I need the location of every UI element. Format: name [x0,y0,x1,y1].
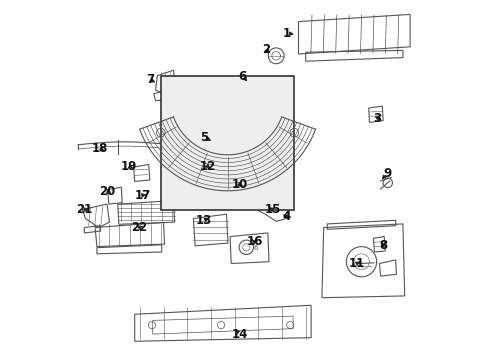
Text: 7: 7 [146,73,154,86]
Text: 2: 2 [262,43,269,56]
Text: 6: 6 [253,246,258,251]
Text: 19: 19 [120,160,137,173]
Text: 1: 1 [283,27,290,40]
Text: 18: 18 [91,142,108,155]
Text: 12: 12 [199,160,216,173]
Text: 4: 4 [282,210,290,223]
Text: 14: 14 [231,328,248,341]
Text: 21: 21 [76,203,92,216]
Text: 20: 20 [99,185,115,198]
Text: 3: 3 [373,112,381,125]
Text: 10: 10 [231,178,247,191]
Text: 16: 16 [246,235,262,248]
Text: 6: 6 [238,70,246,83]
Bar [161,76,294,210]
Text: 5: 5 [200,131,208,144]
Text: 22: 22 [131,221,147,234]
Text: 8: 8 [379,239,387,252]
Text: 9: 9 [382,167,390,180]
Text: 17: 17 [135,189,151,202]
Text: 13: 13 [196,214,212,227]
Text: 11: 11 [348,257,364,270]
Text: 15: 15 [264,203,280,216]
